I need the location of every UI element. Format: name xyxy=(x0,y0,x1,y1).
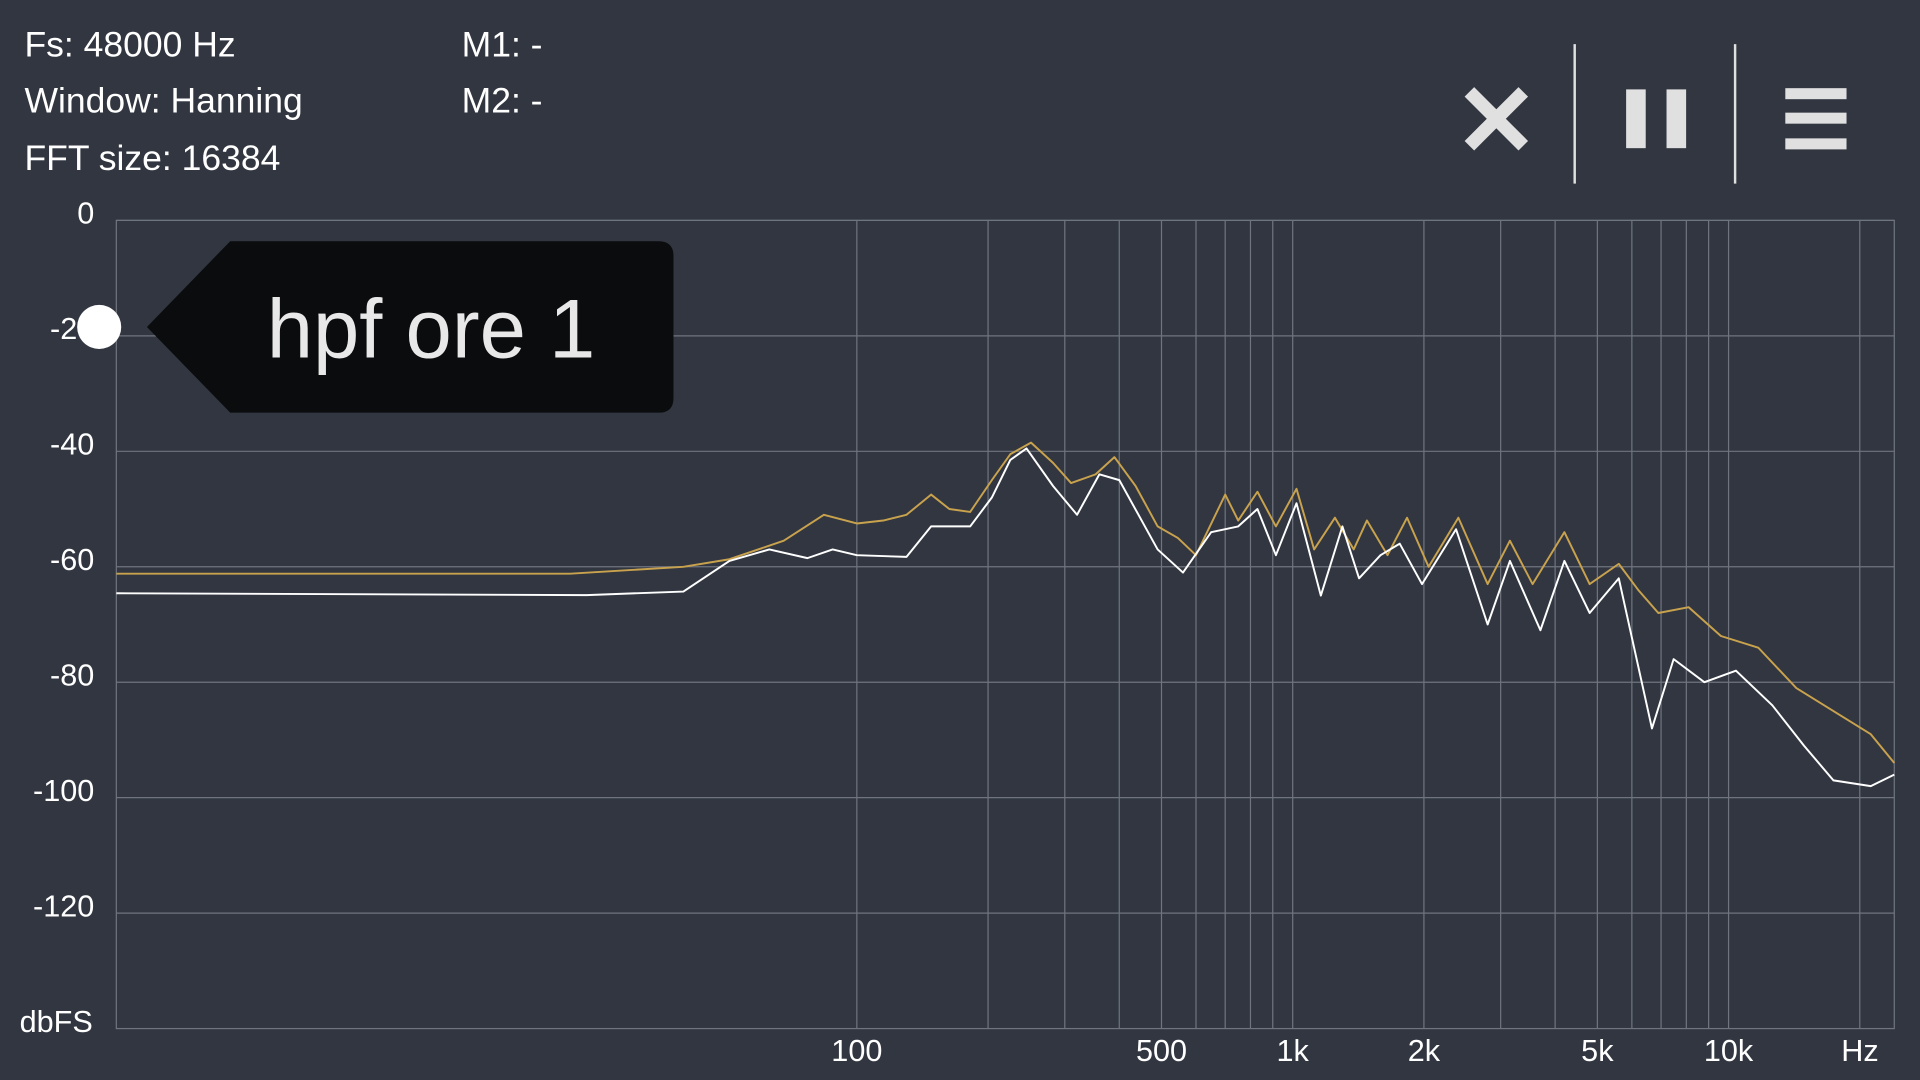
y-tick-label: -40 xyxy=(50,428,94,462)
close-button[interactable] xyxy=(1464,87,1529,151)
fs-info: Fs: 48000 Hz xyxy=(24,24,235,64)
marker-2-info: M2: - xyxy=(462,81,543,121)
x-tick-label: 100 xyxy=(831,1034,882,1068)
marker-handle[interactable] xyxy=(77,304,122,349)
x-tick-label: 500 xyxy=(1136,1034,1187,1068)
menu-button[interactable] xyxy=(1785,88,1847,150)
marker-label: hpf ore 1 xyxy=(267,283,596,376)
y-tick-label: -80 xyxy=(50,658,94,692)
y-tick-label: -120 xyxy=(33,889,94,923)
fft-size-info: FFT size: 16384 xyxy=(24,138,280,178)
marker-bubble xyxy=(146,241,674,413)
y-tick-label: -100 xyxy=(33,774,94,808)
y-axis-unit: dbFS xyxy=(20,1005,93,1039)
spectrum-line xyxy=(116,441,1896,764)
marker-1-info: M1: - xyxy=(462,24,543,64)
pause-button[interactable] xyxy=(1626,89,1687,149)
y-tick-label: -60 xyxy=(50,543,94,577)
x-axis-unit: Hz xyxy=(1841,1034,1878,1068)
x-tick-label: 2k xyxy=(1408,1034,1441,1068)
x-tick-label: 1k xyxy=(1277,1034,1310,1068)
x-tick-label: 10k xyxy=(1704,1034,1754,1068)
y-tick-label: 0 xyxy=(77,197,94,231)
window-info: Window: Hanning xyxy=(24,81,302,121)
marker-tag[interactable]: hpf ore 1 xyxy=(77,241,674,413)
x-tick-label: 5k xyxy=(1581,1034,1614,1068)
spectrum-line xyxy=(116,447,1895,788)
